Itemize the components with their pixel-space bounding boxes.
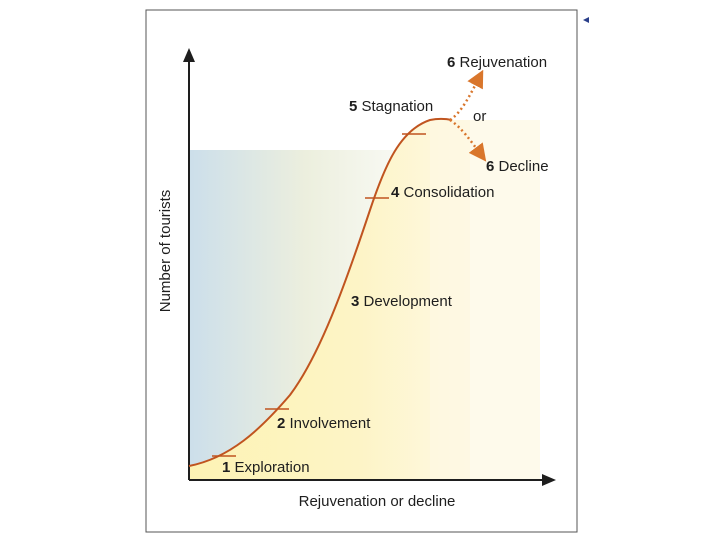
x-axis-arrow-icon bbox=[542, 474, 556, 486]
stage-label-involvement: 2 Involvement bbox=[277, 415, 371, 432]
or-label: or bbox=[473, 108, 486, 125]
stage-label-exploration: 1 Exploration bbox=[222, 459, 310, 476]
x-axis-label: Rejuvenation or decline bbox=[299, 493, 456, 510]
pointer-icon bbox=[583, 17, 589, 23]
y-axis-arrow-icon bbox=[183, 48, 195, 62]
stage-label-decline: 6 Decline bbox=[486, 158, 549, 175]
stage-label-development: 3 Development bbox=[351, 293, 453, 310]
area-under-curve bbox=[189, 120, 470, 480]
right-area-shading bbox=[430, 120, 540, 480]
stage-label-consolidation: 4 Consolidation bbox=[391, 184, 494, 201]
decline-arrow bbox=[449, 118, 487, 162]
stage-label-rejuvenation: 6 Rejuvenation bbox=[447, 54, 547, 71]
stage-label-stagnation: 5 Stagnation bbox=[349, 98, 433, 115]
lifecycle-curve bbox=[188, 117, 453, 467]
y-axis-label: Number of tourists bbox=[157, 190, 174, 313]
